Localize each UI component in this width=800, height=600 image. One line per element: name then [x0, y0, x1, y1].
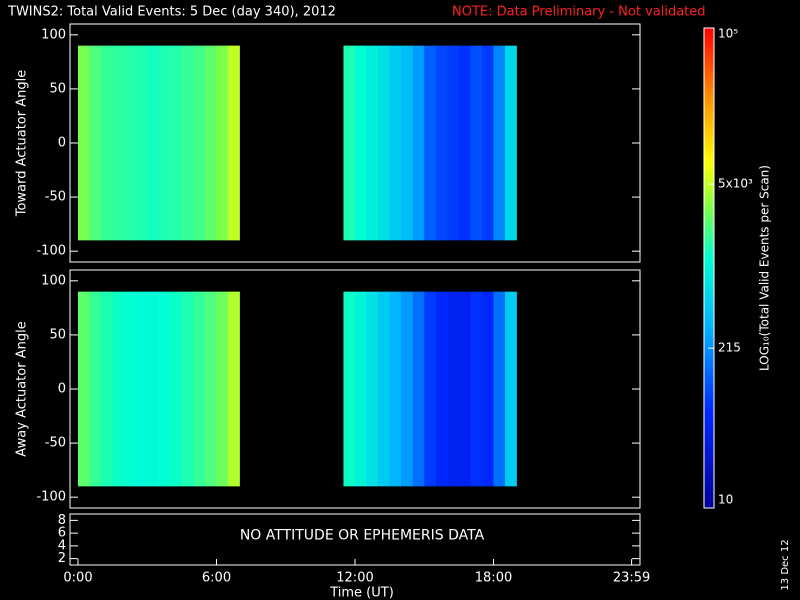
- heatmap-cell: [447, 291, 460, 487]
- heatmap-cell: [366, 291, 379, 487]
- annotation: NO ATTITUDE OR EPHEMERIS DATA: [240, 528, 485, 544]
- heatmap-cell: [412, 291, 425, 487]
- y-tick-label: 2: [58, 551, 66, 566]
- x-axis-label: Time (UT): [329, 586, 394, 600]
- heatmap-cell: [412, 45, 425, 241]
- x-tick-label: 0:00: [63, 571, 92, 586]
- heatmap-cell: [458, 291, 471, 487]
- heatmap-cell: [204, 291, 217, 487]
- heatmap-cell: [89, 291, 102, 487]
- y-tick-label: 100: [41, 273, 66, 288]
- y-tick-label: 0: [58, 136, 66, 151]
- colorbar-label: LOG₁₀(Total Valid Events per Scan): [758, 165, 772, 371]
- heatmap-cell: [481, 45, 494, 241]
- heatmap-cell: [505, 291, 517, 487]
- heatmap-cell: [170, 45, 183, 241]
- heatmap-cell: [470, 291, 483, 487]
- heatmap-cell: [124, 45, 137, 241]
- y-tick-label: -50: [45, 190, 66, 205]
- y-tick-label: 4: [58, 538, 66, 553]
- y-axis-label: Toward Actuator Angle: [15, 70, 30, 217]
- heatmap-cell: [78, 45, 90, 241]
- heatmap-cell: [158, 45, 171, 241]
- heatmap-cell: [101, 291, 113, 487]
- y-tick-label: -100: [36, 490, 66, 505]
- colorbar-tick-label: 10: [718, 493, 733, 507]
- heatmap-cell: [78, 291, 90, 487]
- heatmap-cell: [355, 45, 367, 241]
- heatmap-cell: [181, 45, 194, 241]
- heatmap-cell: [481, 291, 494, 487]
- heatmap-cell: [447, 45, 460, 241]
- heatmap-cell: [101, 45, 113, 241]
- heatmap-cell: [355, 291, 367, 487]
- heatmap-cell: [181, 291, 194, 487]
- heatmap-cell: [458, 45, 471, 241]
- heatmap-cell: [216, 45, 229, 241]
- heatmap-cell: [343, 291, 356, 487]
- heatmap-cell: [470, 45, 483, 241]
- heatmap-cell: [112, 45, 125, 241]
- colorbar-tick-label: 10⁵: [718, 27, 738, 41]
- x-tick-label: 6:00: [202, 571, 231, 586]
- date-stamp: 13 Dec 12: [780, 539, 791, 590]
- heatmap-cell: [493, 291, 506, 487]
- heatmap-cell: [158, 291, 171, 487]
- heatmap-cell: [435, 291, 448, 487]
- heatmap-cell: [424, 45, 437, 241]
- heatmap-cell: [170, 291, 183, 487]
- heatmap-cell: [378, 45, 390, 241]
- y-tick-label: 0: [58, 382, 66, 397]
- heatmap-cell: [389, 45, 402, 241]
- x-tick-label: 23:59: [613, 571, 650, 586]
- heatmap-cell: [378, 291, 390, 487]
- heatmap-cell: [135, 291, 148, 487]
- heatmap-cell: [112, 291, 125, 487]
- x-tick-label: 18:00: [475, 571, 512, 586]
- heatmap-cell: [505, 45, 517, 241]
- y-tick-label: 6: [58, 526, 66, 541]
- heatmap-cell: [124, 291, 137, 487]
- heatmap-cell: [147, 291, 160, 487]
- heatmap-cell: [424, 291, 437, 487]
- heatmap-cell: [343, 45, 356, 241]
- colorbar: [703, 27, 715, 509]
- y-tick-label: 8: [58, 513, 66, 528]
- y-tick-label: 100: [41, 27, 66, 42]
- heatmap-cell: [401, 45, 414, 241]
- colorbar-tick-label: 5x10³: [718, 177, 753, 191]
- x-tick-label: 12:00: [336, 571, 373, 586]
- heatmap-cell: [401, 291, 414, 487]
- heatmap-cell: [147, 45, 160, 241]
- heatmap-cell: [389, 291, 402, 487]
- heatmap-cell: [216, 291, 229, 487]
- note: NOTE: Data Preliminary - Not validated: [452, 5, 706, 20]
- y-tick-label: -100: [36, 244, 66, 259]
- heatmap-cell: [89, 45, 102, 241]
- y-tick-label: 50: [49, 81, 66, 96]
- y-axis-label: Away Actuator Angle: [15, 321, 30, 456]
- heatmap-cell: [366, 45, 379, 241]
- heatmap-cell: [228, 45, 240, 241]
- y-tick-label: 50: [49, 327, 66, 342]
- heatmap-cell: [193, 45, 206, 241]
- heatmap-cell: [493, 45, 506, 241]
- heatmap-cell: [435, 45, 448, 241]
- heatmap-cell: [135, 45, 148, 241]
- heatmap-cell: [204, 45, 217, 241]
- chart-title: TWINS2: Total Valid Events: 5 Dec (day 3…: [7, 5, 336, 20]
- colorbar-tick-label: 215: [718, 341, 741, 355]
- heatmap-cell: [193, 291, 206, 487]
- heatmap-cell: [228, 291, 240, 487]
- y-tick-label: -50: [45, 436, 66, 451]
